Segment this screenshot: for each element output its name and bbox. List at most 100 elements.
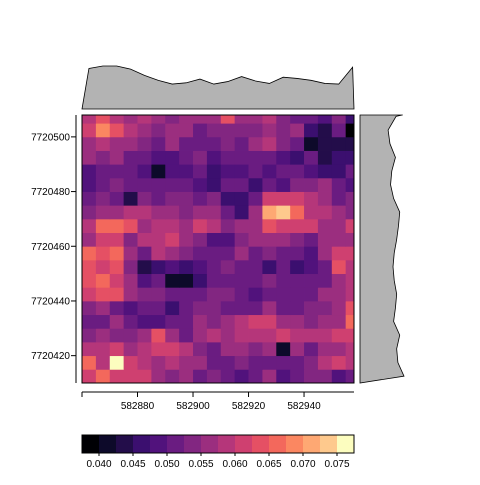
heatmap-cell xyxy=(96,192,110,206)
heatmap-cell xyxy=(193,115,207,124)
heatmap-cell xyxy=(138,115,152,124)
heatmap-cell xyxy=(262,328,276,342)
heatmap-cell xyxy=(138,274,152,288)
heatmap-cell xyxy=(290,246,304,260)
heatmap-cell xyxy=(138,205,152,219)
heatmap-cell xyxy=(346,178,355,192)
heatmap-cell xyxy=(179,315,193,329)
heatmap-cell xyxy=(262,274,276,288)
heatmap-cell xyxy=(96,315,110,329)
heatmap-cell xyxy=(207,233,221,247)
heatmap-cell xyxy=(318,205,332,219)
heatmap-cell xyxy=(110,301,124,315)
color-swatch xyxy=(286,435,303,453)
heatmap-cell xyxy=(151,287,165,301)
color-swatch xyxy=(116,435,133,453)
heatmap-cell xyxy=(124,246,138,260)
heatmap-cell xyxy=(346,205,355,219)
heatmap-cell xyxy=(124,219,138,233)
heatmap-cell xyxy=(82,301,96,315)
heatmap-cell xyxy=(110,369,124,383)
heatmap-cell xyxy=(235,164,249,178)
heatmap-cell xyxy=(110,246,124,260)
heatmap-cell xyxy=(290,287,304,301)
heatmap-cell xyxy=(82,123,96,137)
heatmap-cell xyxy=(346,219,355,233)
heatmap-cell xyxy=(249,246,263,260)
heatmap-cell xyxy=(96,164,110,178)
heatmap-cell xyxy=(221,315,235,329)
heatmap-cell xyxy=(179,233,193,247)
heatmap-cell xyxy=(346,246,355,260)
heatmap-cell xyxy=(276,246,290,260)
heatmap-cell xyxy=(332,151,346,165)
heatmap-cell xyxy=(124,260,138,274)
heatmap-cell xyxy=(207,369,221,383)
heatmap-cell xyxy=(262,315,276,329)
heatmap-cell xyxy=(207,315,221,329)
heatmap-cell xyxy=(138,246,152,260)
heatmap-cell xyxy=(124,178,138,192)
heatmap-cell xyxy=(235,369,249,383)
heatmap-cell xyxy=(151,356,165,370)
heatmap-cell xyxy=(96,274,110,288)
heatmap-cell xyxy=(179,151,193,165)
heatmap-cell xyxy=(151,328,165,342)
heatmap-cell xyxy=(318,369,332,383)
heatmap-cell xyxy=(193,274,207,288)
heatmap-cell xyxy=(110,315,124,329)
heatmap-cell xyxy=(138,356,152,370)
heatmap-cell xyxy=(262,151,276,165)
y-tick-label: 7720480 xyxy=(31,187,70,198)
heatmap-cell xyxy=(221,205,235,219)
heatmap-cell xyxy=(82,219,96,233)
heatmap-cell xyxy=(304,356,318,370)
color-swatch xyxy=(82,435,99,453)
heatmap-cell xyxy=(207,219,221,233)
heatmap-cell xyxy=(179,246,193,260)
heatmap-cell xyxy=(262,205,276,219)
heatmap-cell xyxy=(82,178,96,192)
heatmap-cell xyxy=(249,115,263,124)
heatmap-cell xyxy=(262,115,276,124)
heatmap-cell xyxy=(96,137,110,151)
heatmap-cell xyxy=(332,369,346,383)
heatmap-cell xyxy=(318,301,332,315)
heatmap-cell xyxy=(165,301,179,315)
heatmap-cell xyxy=(304,219,318,233)
y-tick-label: 7720500 xyxy=(31,132,70,143)
heatmap-cell xyxy=(207,164,221,178)
heatmap-cell xyxy=(262,246,276,260)
heatmap-cell xyxy=(332,301,346,315)
heatmap-cell xyxy=(346,260,355,274)
top-marginal-density xyxy=(82,66,354,109)
heatmap-cell xyxy=(124,342,138,356)
heatmap-cell xyxy=(165,151,179,165)
heatmap-cell xyxy=(276,287,290,301)
color-bar-tick-label: 0.050 xyxy=(154,459,179,470)
heatmap-cell xyxy=(262,233,276,247)
heatmap-cell xyxy=(304,137,318,151)
heatmap-cell xyxy=(124,164,138,178)
heatmap-cell xyxy=(207,246,221,260)
heatmap-cell xyxy=(207,260,221,274)
heatmap-cell xyxy=(151,233,165,247)
heatmap-cell xyxy=(165,246,179,260)
heatmap-cell xyxy=(221,260,235,274)
heatmap-cell xyxy=(304,328,318,342)
heatmap-cell xyxy=(193,315,207,329)
heatmap-cell xyxy=(82,233,96,247)
heatmap-cell xyxy=(138,137,152,151)
heatmap-cell xyxy=(262,137,276,151)
x-axis: 582880 582900 582920 582940 xyxy=(82,392,354,412)
heatmap-cell xyxy=(346,151,355,165)
heatmap-cell xyxy=(207,287,221,301)
heatmap-cell xyxy=(179,115,193,124)
heatmap-cell xyxy=(304,123,318,137)
heatmap-cell xyxy=(124,369,138,383)
heatmap-cell xyxy=(304,205,318,219)
heatmap-cell xyxy=(82,192,96,206)
heatmap-cell xyxy=(193,287,207,301)
